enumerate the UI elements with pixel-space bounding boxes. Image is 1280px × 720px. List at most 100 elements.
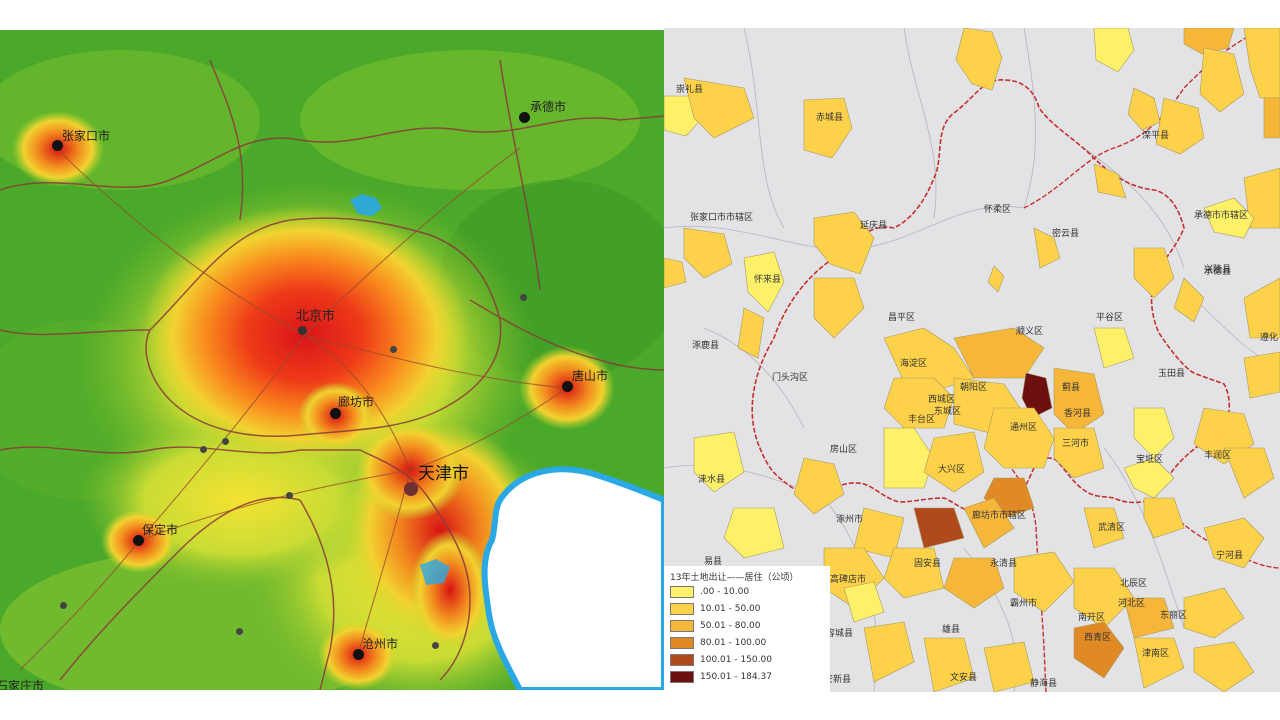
map-label: 大兴区 <box>938 465 966 475</box>
map-label: 河北区 <box>1118 599 1146 609</box>
map-label: 平谷区 <box>1096 313 1124 323</box>
city-label-baoding: 保定市 <box>142 523 179 537</box>
admin-borders <box>0 59 664 690</box>
town-dot <box>200 446 207 453</box>
map-label: 霸州市 <box>1010 599 1038 609</box>
map-label: 安新县 <box>824 675 852 685</box>
legend-swatch <box>670 671 694 683</box>
map-label: 津南区 <box>1142 649 1170 659</box>
town-dot <box>60 602 67 609</box>
map-label: 蓟县 <box>1062 383 1081 393</box>
city-label-shijiazhuang: 石家庄市 <box>0 679 45 690</box>
map-label: 房山区 <box>830 445 858 455</box>
heat-density-map: 张家口市 承德市 北京市 廊坊市 唐山市 天津市 保定市 沧州市 石家庄市 <box>0 30 664 690</box>
map-label: 通州区 <box>1010 423 1038 433</box>
legend-range: 10.01 - 50.00 <box>700 604 761 614</box>
tianjin-lake <box>420 559 450 585</box>
city-dot-beijing <box>298 326 307 335</box>
legend-swatch <box>670 637 694 649</box>
map-label: 兴隆县 <box>1204 265 1232 275</box>
city-dot-cangzhou <box>353 649 364 660</box>
city-label-zhangjiakou: 张家口市 <box>62 129 111 143</box>
town-dot <box>432 642 439 649</box>
map-label: 承德市市辖区 <box>1194 211 1249 221</box>
map-label: 固安县 <box>914 559 942 569</box>
map-label: 延庆县 <box>860 221 888 231</box>
map-label: 丰台区 <box>908 415 936 425</box>
map-label: 南开区 <box>1078 613 1106 623</box>
map-label: 永清县 <box>990 559 1018 569</box>
map-label: 雄县 <box>942 625 961 635</box>
map-label: 海淀区 <box>900 359 928 369</box>
county-patches <box>664 28 1280 692</box>
city-dot-tangshan <box>562 381 573 392</box>
map-label: 宝坻区 <box>1136 455 1164 465</box>
city-dot-chengde <box>519 112 530 123</box>
map-label: 容城县 <box>826 629 854 639</box>
map-label: 西青区 <box>1084 633 1112 643</box>
legend-swatch <box>670 586 694 598</box>
map-label: 遵化 <box>1260 333 1279 343</box>
legend-title: 13年土地出让——居住（公顷） <box>670 573 799 583</box>
town-dot <box>236 628 243 635</box>
map-label: 武清区 <box>1098 523 1126 533</box>
map-label: 三河市 <box>1062 439 1090 449</box>
choropleth-graphic <box>664 28 1280 692</box>
roads <box>19 147 568 671</box>
legend-range: 80.01 - 100.00 <box>700 638 767 648</box>
map-legend: 13年土地出让——居住（公顷） .00 - 10.00 10.01 - 50.0… <box>664 566 830 692</box>
map-label: 顺义区 <box>1016 327 1044 337</box>
map-label: 廊坊市市辖区 <box>972 511 1027 521</box>
legend-swatch <box>670 603 694 615</box>
legend-swatch <box>670 620 694 632</box>
city-label-beijing: 北京市 <box>296 309 336 324</box>
province-border <box>993 447 1047 692</box>
city-label-chengde: 承德市 <box>530 100 567 114</box>
city-label-tangshan: 唐山市 <box>572 369 609 383</box>
bohai-sea <box>481 466 664 690</box>
map-label: 朝阳区 <box>960 383 988 393</box>
city-dot-baoding <box>133 535 144 546</box>
map-label: 涞水县 <box>698 475 726 485</box>
map-label: 宁河县 <box>1216 551 1244 561</box>
map-label: 静海县 <box>1030 679 1058 689</box>
legend-range: .00 - 10.00 <box>700 587 750 597</box>
heat-map-graphic <box>0 30 664 690</box>
city-label-langfang: 廊坊市 <box>338 395 375 409</box>
land-transfer-choropleth-map: 崇礼县 赤城县 滦平县 承德市市辖区 承德县 张家口市市辖区 怀柔区 密云县 延… <box>664 28 1280 692</box>
map-label: 易县 <box>704 557 723 567</box>
map-label: 西城区 <box>928 395 956 405</box>
map-label: 丰润区 <box>1204 451 1232 461</box>
map-label: 香河县 <box>1064 409 1092 419</box>
city-dot-zhangjiakou <box>52 140 63 151</box>
city-label-cangzhou: 沧州市 <box>362 637 399 651</box>
legend-range: 50.01 - 80.00 <box>700 621 761 631</box>
town-dot <box>520 294 527 301</box>
map-label: 崇礼县 <box>676 85 704 95</box>
map-label: 密云县 <box>1052 229 1080 239</box>
map-label: 张家口市市辖区 <box>690 213 754 223</box>
map-label: 文安县 <box>950 673 978 683</box>
map-label: 赤城县 <box>816 113 844 123</box>
map-label: 滦平县 <box>1142 131 1170 141</box>
city-dot-langfang <box>330 408 341 419</box>
map-label: 昌平区 <box>888 313 916 323</box>
beijing-boundary <box>751 79 1231 514</box>
legend-range: 100.01 - 150.00 <box>700 655 772 665</box>
town-dot <box>286 492 293 499</box>
map-label: 涿州市 <box>836 515 864 525</box>
map-label: 北辰区 <box>1120 579 1148 589</box>
city-label-tianjin: 天津市 <box>418 464 469 484</box>
miyun-reservoir <box>350 194 382 216</box>
map-label: 高碑店市 <box>830 575 867 585</box>
map-label: 涿鹿县 <box>692 341 720 351</box>
legend-swatch <box>670 654 694 666</box>
map-label: 门头沟区 <box>772 373 809 383</box>
map-label: 怀柔区 <box>984 205 1012 215</box>
city-dot-tianjin <box>404 482 418 496</box>
town-dot <box>390 346 397 353</box>
map-label: 承德县 <box>1204 267 1232 277</box>
map-label: 东城区 <box>934 407 962 417</box>
map-label: 怀来县 <box>754 275 782 285</box>
map-label: 玉田县 <box>1158 369 1186 379</box>
